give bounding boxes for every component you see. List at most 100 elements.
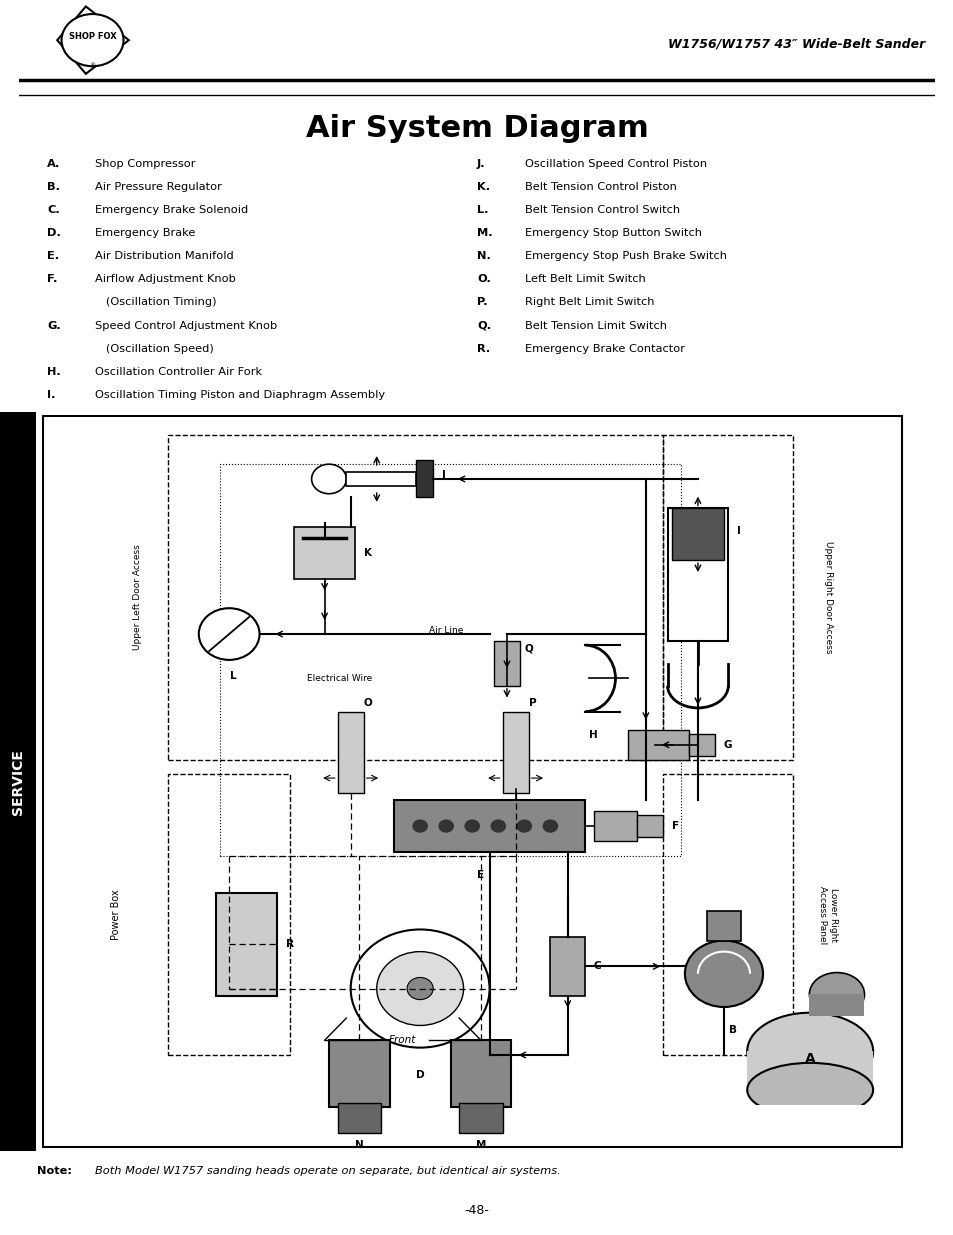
Text: C.: C.: [47, 205, 60, 215]
Text: Emergency Stop Button Switch: Emergency Stop Button Switch: [525, 228, 701, 238]
Text: P: P: [529, 698, 537, 708]
Text: Speed Control Adjustment Knob: Speed Control Adjustment Knob: [95, 321, 277, 331]
Bar: [337, 1103, 380, 1132]
Text: (Oscillation Speed): (Oscillation Speed): [95, 343, 213, 353]
Bar: [329, 1040, 390, 1107]
Text: Both Model W1757 sanding heads operate on separate, but identical air systems.: Both Model W1757 sanding heads operate o…: [95, 1166, 560, 1176]
Bar: [337, 711, 363, 793]
Text: M: M: [476, 1140, 486, 1150]
Text: H.: H.: [47, 367, 61, 377]
Bar: [808, 994, 862, 1015]
Bar: [706, 911, 740, 941]
Text: Electrical Wire: Electrical Wire: [307, 674, 372, 683]
Bar: [502, 711, 528, 793]
Text: Note:: Note:: [37, 1166, 72, 1176]
Text: D.: D.: [47, 228, 61, 238]
Text: P.: P.: [476, 298, 487, 308]
Bar: [667, 509, 727, 641]
Text: Air Distribution Manifold: Air Distribution Manifold: [95, 251, 233, 262]
Text: J.: J.: [476, 159, 485, 169]
Bar: [450, 1040, 511, 1107]
Text: A.: A.: [47, 159, 60, 169]
Text: SERVICE: SERVICE: [11, 748, 25, 815]
Text: M.: M.: [476, 228, 492, 238]
Circle shape: [412, 819, 428, 832]
Text: Emergency Stop Push Brake Switch: Emergency Stop Push Brake Switch: [525, 251, 726, 262]
Bar: [746, 1051, 872, 1091]
Circle shape: [438, 819, 454, 832]
Bar: [458, 1103, 502, 1132]
Text: Power Box: Power Box: [112, 889, 121, 940]
Circle shape: [684, 941, 762, 1007]
Text: R: R: [285, 940, 294, 950]
Text: G: G: [723, 740, 732, 750]
Text: L: L: [230, 671, 236, 680]
Text: Air System Diagram: Air System Diagram: [305, 115, 648, 143]
Text: Upper Left Door Access: Upper Left Door Access: [133, 545, 142, 650]
Text: (Oscillation Timing): (Oscillation Timing): [95, 298, 216, 308]
Polygon shape: [57, 6, 129, 74]
Text: F: F: [671, 821, 679, 831]
Ellipse shape: [746, 1063, 872, 1116]
Text: N: N: [355, 1140, 363, 1150]
Bar: [637, 815, 662, 837]
Text: Lower Right
Access Panel: Lower Right Access Panel: [818, 885, 837, 944]
Text: O.: O.: [476, 274, 491, 284]
Text: Air Line: Air Line: [429, 626, 463, 635]
Text: Emergency Brake Contactor: Emergency Brake Contactor: [525, 343, 684, 353]
Circle shape: [464, 819, 479, 832]
Text: H: H: [589, 730, 598, 740]
Text: Belt Tension Limit Switch: Belt Tension Limit Switch: [525, 321, 666, 331]
Bar: [394, 800, 584, 852]
Text: Belt Tension Control Switch: Belt Tension Control Switch: [525, 205, 679, 215]
Text: E.: E.: [47, 251, 59, 262]
Text: Oscillation Controller Air Fork: Oscillation Controller Air Fork: [95, 367, 262, 377]
Bar: [416, 461, 433, 498]
Bar: [688, 734, 715, 756]
Circle shape: [490, 819, 505, 832]
Text: K: K: [363, 548, 372, 558]
Circle shape: [351, 930, 489, 1047]
Ellipse shape: [746, 1013, 872, 1091]
Text: SHOP FOX: SHOP FOX: [69, 32, 116, 42]
Text: K.: K.: [476, 182, 490, 191]
Text: G.: G.: [47, 321, 61, 331]
Bar: [346, 472, 416, 487]
Bar: [169, 774, 290, 1055]
Circle shape: [542, 819, 558, 832]
Circle shape: [376, 952, 463, 1025]
Text: I: I: [737, 526, 740, 536]
Bar: [169, 435, 662, 760]
Text: ®: ®: [90, 63, 95, 68]
Text: Oscillation Timing Piston and Diaphragm Assembly: Oscillation Timing Piston and Diaphragm …: [95, 390, 385, 400]
Text: A: A: [804, 1052, 815, 1066]
Bar: [220, 464, 679, 856]
Text: E: E: [476, 871, 484, 881]
Text: R.: R.: [476, 343, 490, 353]
Text: Belt Tension Control Piston: Belt Tension Control Piston: [525, 182, 677, 191]
Text: Right Belt Limit Switch: Right Belt Limit Switch: [525, 298, 654, 308]
Circle shape: [407, 977, 433, 999]
Bar: [628, 730, 688, 760]
Text: Front: Front: [389, 1035, 416, 1045]
Text: I.: I.: [47, 390, 55, 400]
Text: Shop Compressor: Shop Compressor: [95, 159, 195, 169]
Bar: [216, 893, 276, 995]
Text: B: B: [728, 1025, 736, 1035]
Bar: [494, 641, 519, 685]
Text: Oscillation Speed Control Piston: Oscillation Speed Control Piston: [525, 159, 707, 169]
Text: F.: F.: [47, 274, 57, 284]
Text: Emergency Brake: Emergency Brake: [95, 228, 195, 238]
Text: O: O: [363, 698, 372, 708]
Ellipse shape: [808, 973, 863, 1015]
Text: Upper Right Door Access: Upper Right Door Access: [822, 541, 832, 653]
Circle shape: [312, 464, 346, 494]
Bar: [593, 811, 637, 841]
Circle shape: [516, 819, 532, 832]
Text: C: C: [593, 961, 600, 972]
Text: L.: L.: [476, 205, 488, 215]
Text: Air Pressure Regulator: Air Pressure Regulator: [95, 182, 222, 191]
Text: W1756/W1757 43″ Wide-Belt Sander: W1756/W1757 43″ Wide-Belt Sander: [667, 37, 924, 51]
Text: Q: Q: [524, 643, 533, 653]
Bar: [294, 527, 355, 579]
